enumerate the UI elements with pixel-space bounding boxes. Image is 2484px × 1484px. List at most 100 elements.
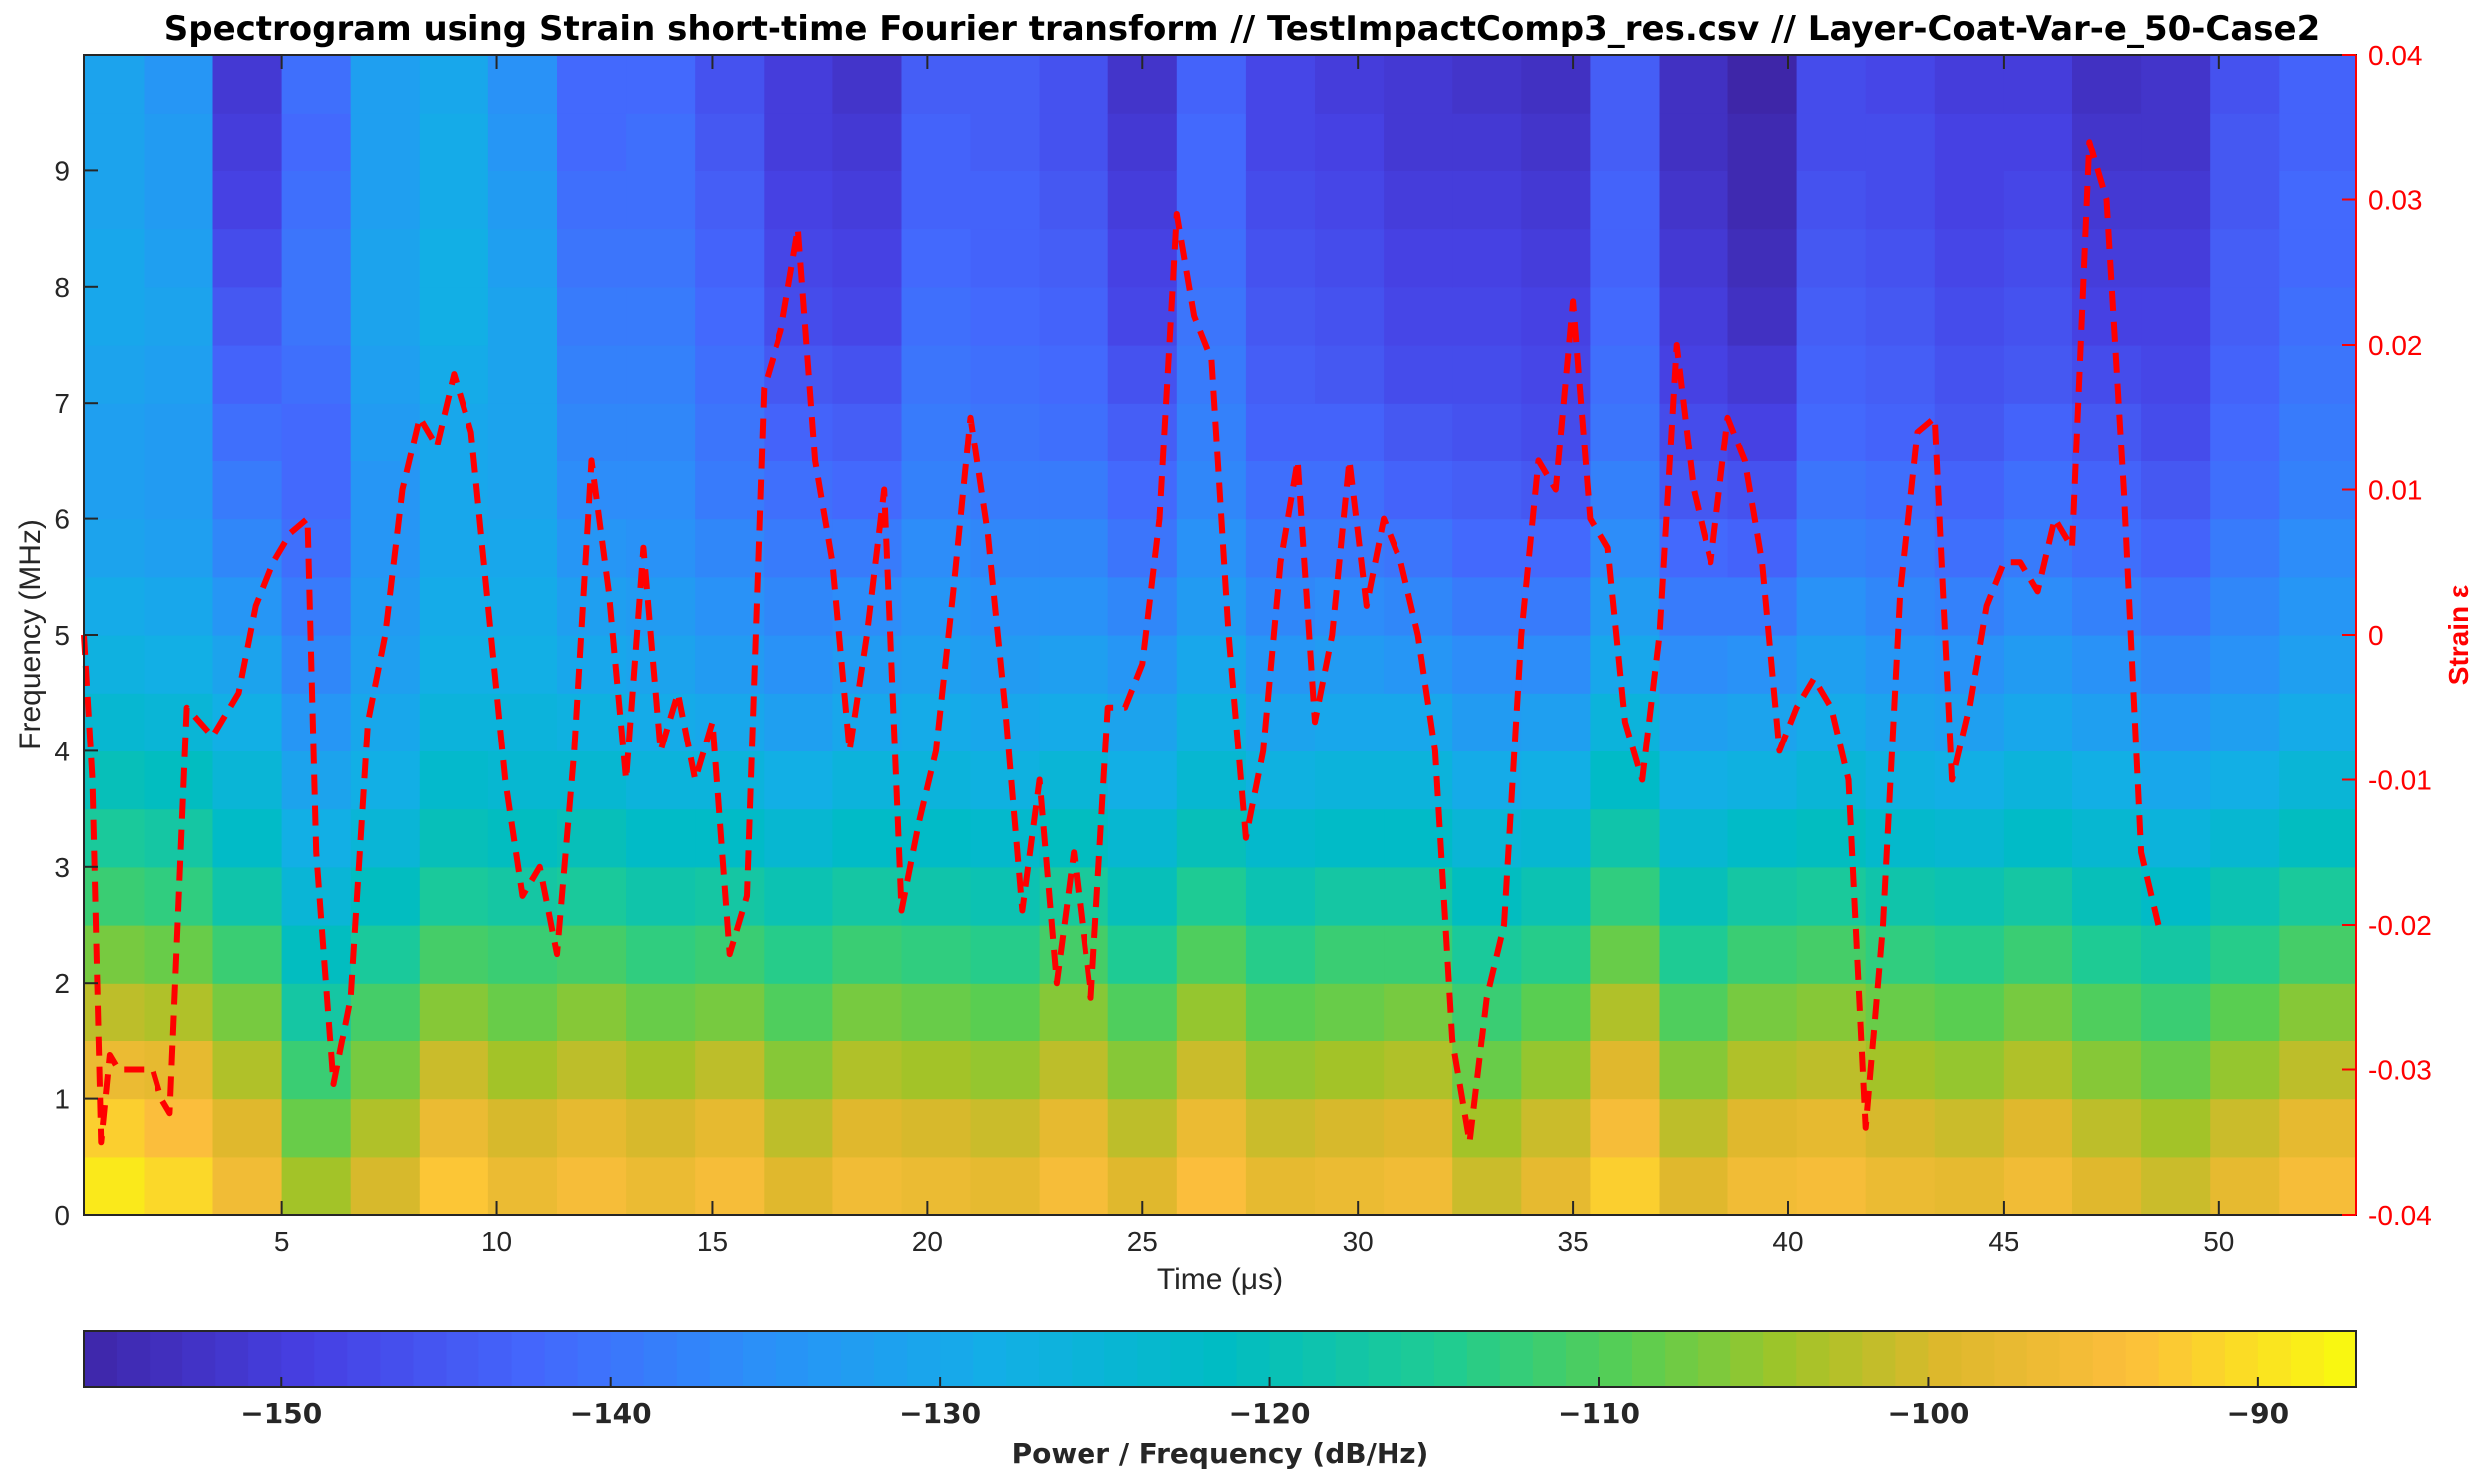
heatmap-cell — [1176, 1098, 1247, 1158]
heatmap-cell — [626, 460, 696, 520]
heatmap-cell — [84, 925, 146, 984]
colorbar-swatch — [1368, 1331, 1402, 1387]
heatmap-cell — [212, 983, 283, 1041]
colorbar-swatch — [1400, 1331, 1435, 1387]
heatmap-cell — [832, 55, 903, 114]
heatmap-cell — [1727, 286, 1798, 346]
heatmap-cell — [2141, 750, 2211, 810]
spectrogram-heatmap — [84, 55, 2357, 1216]
heatmap-cell — [1934, 345, 2005, 404]
heatmap-cell — [557, 1040, 627, 1100]
heatmap-cell — [1176, 170, 1247, 230]
colorbar-swatch — [511, 1331, 546, 1387]
heatmap-cell — [84, 286, 146, 346]
heatmap-cell — [1245, 693, 1316, 751]
colorbar-swatch — [1665, 1331, 1699, 1387]
heatmap-cell — [901, 170, 972, 230]
heatmap-cell — [2141, 345, 2211, 404]
colorbar-swatch — [1302, 1331, 1337, 1387]
heatmap-cell — [695, 286, 765, 346]
heatmap-cell — [419, 113, 489, 171]
heatmap-cell — [1245, 1156, 1316, 1216]
x-tick-label: 20 — [912, 1226, 943, 1257]
heatmap-cell — [970, 635, 1041, 694]
y-tick-label: 5 — [54, 620, 70, 651]
heatmap-cell — [695, 1040, 765, 1100]
heatmap-cell — [84, 518, 146, 578]
heatmap-cell — [832, 808, 903, 868]
x-tick-label: 5 — [274, 1226, 290, 1257]
heatmap-cell — [2003, 113, 2073, 171]
heatmap-cell — [2141, 983, 2211, 1041]
right-tick-label: 0.01 — [2368, 475, 2423, 506]
colorbar-swatch — [1499, 1331, 1534, 1387]
heatmap-cell — [764, 113, 833, 171]
colorbar-frame — [83, 1330, 2357, 1388]
colorbar-swatch — [1895, 1331, 1929, 1387]
heatmap-cell — [901, 866, 972, 926]
heatmap-cell — [1659, 1098, 1729, 1158]
heatmap-cell — [2210, 286, 2280, 346]
heatmap-cell — [557, 1098, 627, 1158]
heatmap-cell — [832, 345, 903, 404]
heatmap-cell — [1107, 460, 1178, 520]
heatmap-cell — [144, 460, 214, 520]
heatmap-cell — [2279, 983, 2357, 1041]
heatmap-cell — [1727, 866, 1798, 926]
heatmap-cell — [1590, 403, 1661, 461]
heatmap-cell — [1521, 286, 1591, 346]
heatmap-cell — [2279, 228, 2357, 288]
colorbar-swatch — [1006, 1331, 1040, 1387]
colorbar-swatch — [1104, 1331, 1138, 1387]
colorbar-swatch — [478, 1331, 513, 1387]
heatmap-cell — [84, 345, 146, 404]
heatmap-cell — [281, 576, 352, 636]
heatmap-cell — [1452, 518, 1522, 578]
heatmap-cell — [695, 518, 765, 578]
strain-line — [81, 139, 2162, 1146]
heatmap-cell — [1727, 113, 1798, 171]
heatmap-cell — [2141, 170, 2211, 230]
heatmap-cell — [1865, 808, 1936, 868]
heatmap-cell — [557, 403, 627, 461]
heatmap-cell — [1176, 983, 1247, 1041]
heatmap-cell — [1590, 983, 1661, 1041]
heatmap-cell — [1107, 576, 1178, 636]
y-tick-label: 3 — [54, 852, 70, 883]
heatmap-cell — [1107, 228, 1178, 288]
heatmap-cell — [419, 286, 489, 346]
heatmap-cell — [2003, 345, 2073, 404]
heatmap-cell — [1384, 403, 1453, 461]
heatmap-cell — [350, 55, 421, 114]
heatmap-cell — [626, 866, 696, 926]
heatmap-cell — [419, 228, 489, 288]
heatmap-cell — [1934, 460, 2005, 520]
right-tick-label: 0 — [2368, 620, 2384, 651]
colorbar-swatch — [1170, 1331, 1204, 1387]
heatmap-cell — [2279, 113, 2357, 171]
heatmap-cell — [626, 286, 696, 346]
heatmap-cell — [2279, 808, 2357, 868]
heatmap-cell — [487, 808, 558, 868]
y-tick-label: 8 — [54, 272, 70, 303]
heatmap-cell — [419, 518, 489, 578]
y-tick-label: 0 — [54, 1200, 70, 1231]
heatmap-cell — [281, 403, 352, 461]
heatmap-cell — [84, 113, 146, 171]
heatmap-cell — [281, 460, 352, 520]
heatmap-cell — [1521, 576, 1591, 636]
right-tick-label: 0.03 — [2368, 185, 2423, 216]
heatmap-cell — [1039, 403, 1109, 461]
heatmap-cell — [1452, 345, 1522, 404]
heatmap-cell — [84, 55, 146, 114]
heatmap-cell — [1865, 286, 1936, 346]
heatmap-cell — [1659, 866, 1729, 926]
heatmap-cell — [2072, 1156, 2142, 1216]
heatmap-cell — [487, 983, 558, 1041]
heatmap-cell — [1727, 460, 1798, 520]
heatmap-cell — [1384, 460, 1453, 520]
heatmap-cell — [2072, 518, 2142, 578]
heatmap-cell — [1176, 925, 1247, 984]
heatmap-cell — [1727, 1156, 1798, 1216]
heatmap-cell — [350, 1040, 421, 1100]
